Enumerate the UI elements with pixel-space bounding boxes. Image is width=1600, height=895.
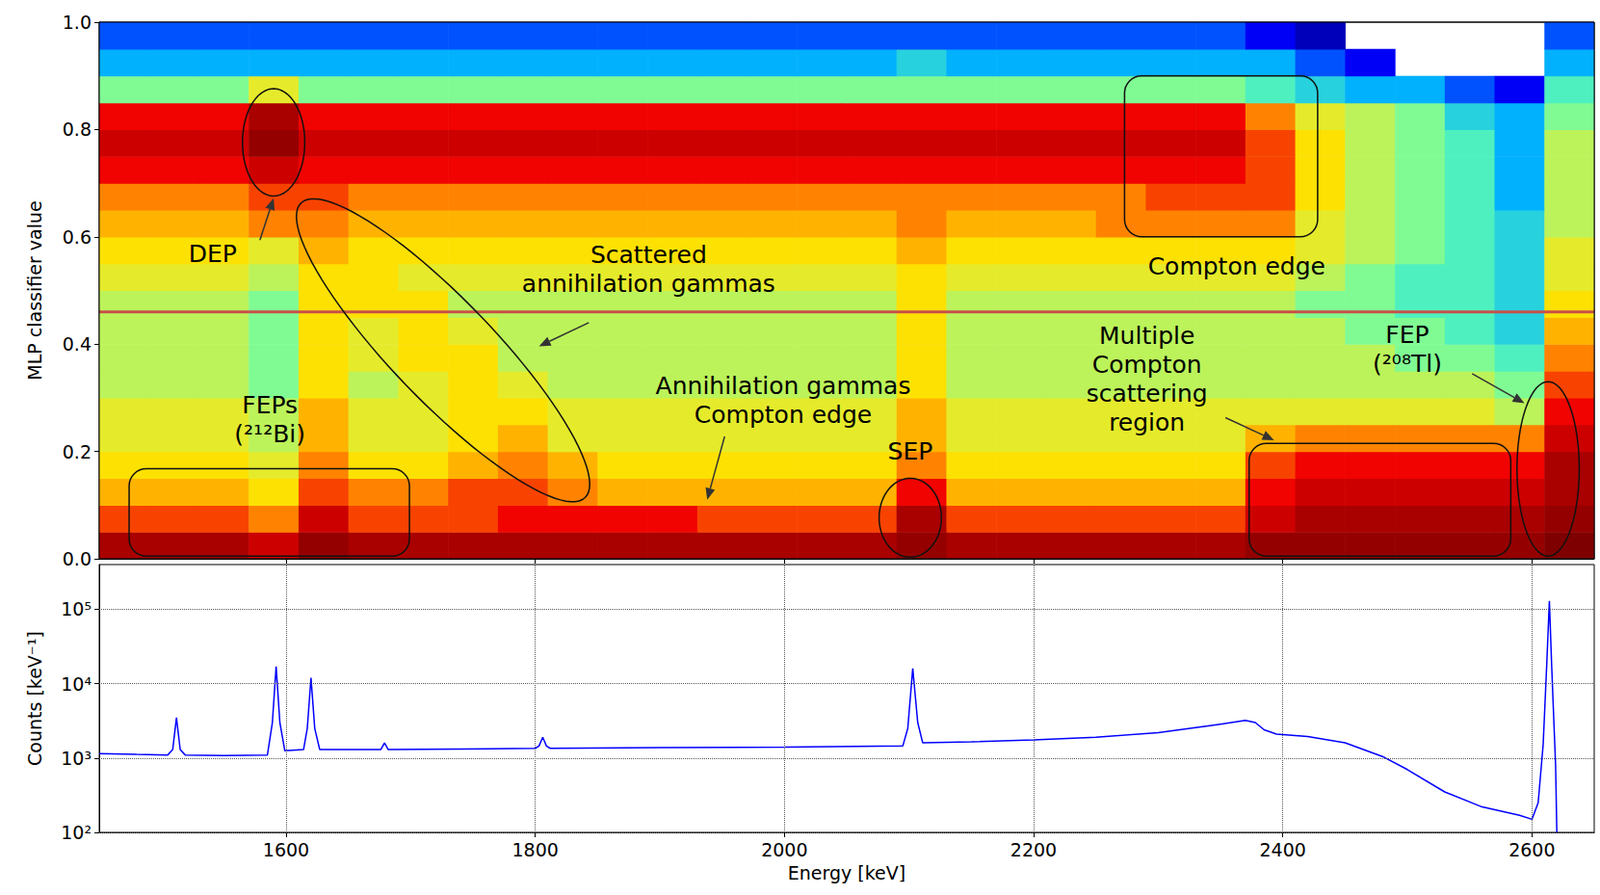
svg-text:0.6: 0.6 (62, 226, 92, 248)
svg-text:10⁵: 10⁵ (60, 598, 92, 620)
svg-text:0.8: 0.8 (62, 118, 92, 140)
svg-text:0.4: 0.4 (62, 333, 92, 355)
svg-text:1800: 1800 (511, 839, 558, 861)
svg-text:10²: 10² (60, 821, 92, 843)
svg-text:Multiple: Multiple (1099, 321, 1195, 350)
svg-text:10³: 10³ (60, 747, 92, 769)
svg-text:Compton: Compton (1092, 350, 1203, 379)
svg-text:region: region (1108, 408, 1185, 437)
svg-text:Annihilation gammas: Annihilation gammas (655, 371, 912, 400)
svg-text:Compton edge: Compton edge (1148, 252, 1326, 281)
svg-text:DEP: DEP (188, 239, 237, 268)
svg-text:1600: 1600 (262, 839, 310, 861)
svg-text:Compton edge: Compton edge (694, 400, 872, 429)
svg-text:SEP: SEP (888, 437, 934, 466)
svg-text:2400: 2400 (1259, 839, 1306, 861)
svg-text:Scattered: Scattered (590, 240, 708, 269)
svg-text:2000: 2000 (760, 839, 808, 861)
svg-text:scattering: scattering (1086, 379, 1208, 408)
svg-text:FEP: FEP (1385, 320, 1429, 349)
svg-text:Counts [keV⁻¹]: Counts [keV⁻¹] (24, 630, 46, 766)
svg-text:annihilation gammas: annihilation gammas (522, 269, 776, 298)
svg-text:MLP classifier value: MLP classifier value (24, 200, 46, 380)
svg-text:2200: 2200 (1010, 839, 1057, 861)
svg-text:2600: 2600 (1508, 839, 1555, 861)
svg-text:(²¹²Bi): (²¹²Bi) (234, 419, 306, 448)
svg-text:(²⁰⁸Tl): (²⁰⁸Tl) (1372, 349, 1443, 378)
svg-text:10⁴: 10⁴ (60, 673, 92, 695)
svg-text:Energy [keV]: Energy [keV] (787, 862, 906, 884)
svg-text:0.0: 0.0 (62, 548, 92, 570)
svg-text:1.0: 1.0 (62, 11, 92, 33)
svg-text:0.2: 0.2 (62, 441, 92, 463)
svg-text:FEPs: FEPs (241, 391, 298, 420)
